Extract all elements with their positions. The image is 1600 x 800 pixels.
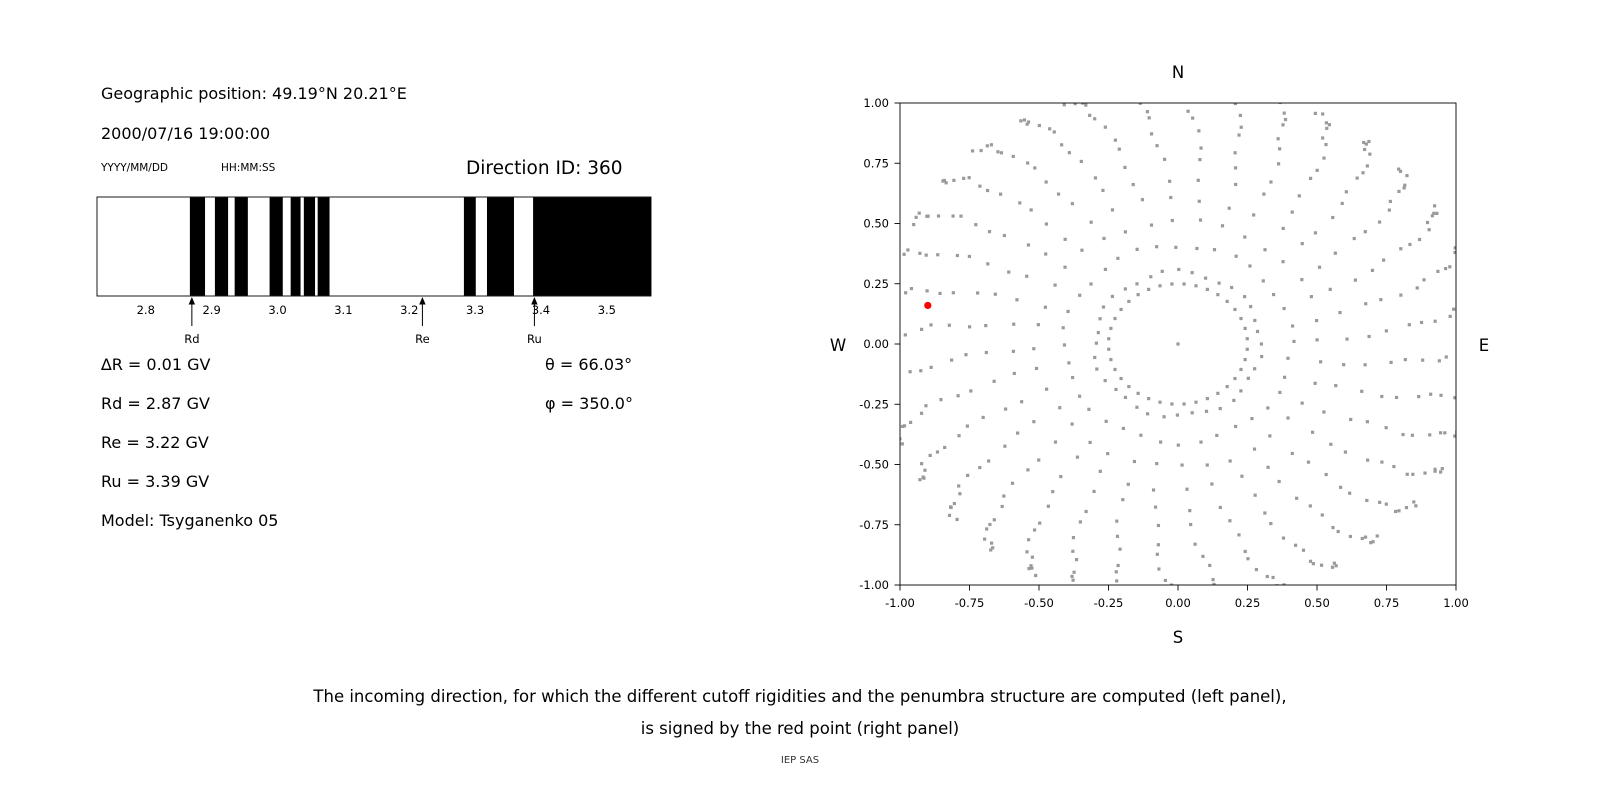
svg-text:Ru: Ru — [527, 332, 542, 346]
credit-text: IEP SAS — [780, 755, 820, 766]
svg-text:-0.50: -0.50 — [859, 458, 889, 472]
penumbra-x-ticks: 2.8 2.9 3.0 3.1 3.2 3.3 3.4 3.5 — [137, 303, 616, 317]
caption-line-1: The incoming direction, for which the di… — [313, 687, 1287, 706]
svg-text:3.4: 3.4 — [532, 303, 550, 317]
re-value: Re = 3.22 GV — [101, 433, 209, 452]
direction-id-text: Direction ID: 360 — [466, 158, 623, 179]
svg-text:1.00: 1.00 — [863, 96, 889, 110]
scatter-y-ticks: -1.00 -0.75 -0.50 -0.25 0.00 0.25 0.50 0.75 1.00 — [859, 96, 900, 592]
forbidden-bands — [189, 197, 651, 296]
svg-text:0.75: 0.75 — [1374, 596, 1400, 610]
svg-text:N: N — [1172, 63, 1184, 82]
arrow-up-icon — [531, 297, 538, 305]
caption-line-2: is signed by the red point (right panel) — [640, 719, 960, 738]
rigidity-markers: Rd Re Ru — [184, 297, 542, 346]
svg-text:0.50: 0.50 — [863, 217, 889, 231]
direction-scatter-plot: -1.00 -0.75 -0.50 -0.25 0.00 0.25 0.50 0.75 1.00… — [830, 63, 1489, 647]
arrow-up-icon — [419, 297, 426, 305]
rd-value: Rd = 2.87 GV — [101, 394, 210, 413]
svg-text:3.0: 3.0 — [268, 303, 286, 317]
geographic-position-text: Geographic position: 49.19°N 20.21°E — [101, 84, 407, 103]
svg-text:3.2: 3.2 — [400, 303, 418, 317]
time-format-label: HH:MM:SS — [221, 162, 276, 174]
theta-value: θ = 66.03° — [545, 355, 633, 374]
svg-text:E: E — [1479, 336, 1489, 355]
svg-text:-0.50: -0.50 — [1024, 596, 1054, 610]
svg-text:3.1: 3.1 — [334, 303, 352, 317]
scatter-x-ticks: -1.00 -0.75 -0.50 -0.25 0.00 0.25 0.50 0.75 1.00 — [885, 585, 1469, 610]
delta-r-value: ∆R = 0.01 GV — [101, 355, 211, 374]
compass-labels: N S W E — [830, 63, 1489, 647]
svg-text:3.3: 3.3 — [466, 303, 484, 317]
svg-text:Re: Re — [415, 332, 430, 346]
svg-text:-1.00: -1.00 — [885, 596, 915, 610]
svg-text:2.8: 2.8 — [137, 303, 155, 317]
svg-text:0.25: 0.25 — [1235, 596, 1261, 610]
phi-value: φ = 350.0° — [545, 394, 633, 413]
svg-text:0.75: 0.75 — [863, 156, 889, 170]
date-format-label: YYYY/MM/DD — [101, 162, 169, 174]
model-value: Model: Tsyganenko 05 — [101, 511, 279, 530]
scatter-points — [900, 103, 1456, 585]
svg-text:0.50: 0.50 — [1304, 596, 1330, 610]
svg-text:-0.75: -0.75 — [859, 518, 889, 532]
svg-text:S: S — [1173, 628, 1183, 647]
penumbra-chart: 2.8 2.9 3.0 3.1 3.2 3.3 3.4 3.5 Rd Re Ru — [96, 196, 652, 346]
datetime-text: 2000/07/16 19:00:00 — [101, 124, 271, 143]
ru-value: Ru = 3.39 GV — [101, 472, 210, 491]
svg-text:1.00: 1.00 — [1443, 596, 1469, 610]
svg-text:3.5: 3.5 — [598, 303, 616, 317]
svg-text:W: W — [830, 336, 846, 355]
inner-ring-dots — [1107, 282, 1249, 406]
svg-text:0.00: 0.00 — [863, 337, 889, 351]
svg-text:-0.75: -0.75 — [955, 596, 985, 610]
red-incoming-direction-point — [924, 301, 932, 310]
svg-text:Rd: Rd — [184, 332, 199, 346]
svg-text:2.9: 2.9 — [202, 303, 220, 317]
svg-text:0.00: 0.00 — [1165, 596, 1191, 610]
penumbra-plot-border — [96, 196, 652, 297]
arrow-up-icon — [188, 297, 196, 305]
svg-text:-0.25: -0.25 — [1094, 596, 1124, 610]
svg-text:-0.25: -0.25 — [859, 397, 889, 411]
svg-text:0.25: 0.25 — [863, 277, 889, 291]
svg-text:-1.00: -1.00 — [859, 578, 889, 592]
